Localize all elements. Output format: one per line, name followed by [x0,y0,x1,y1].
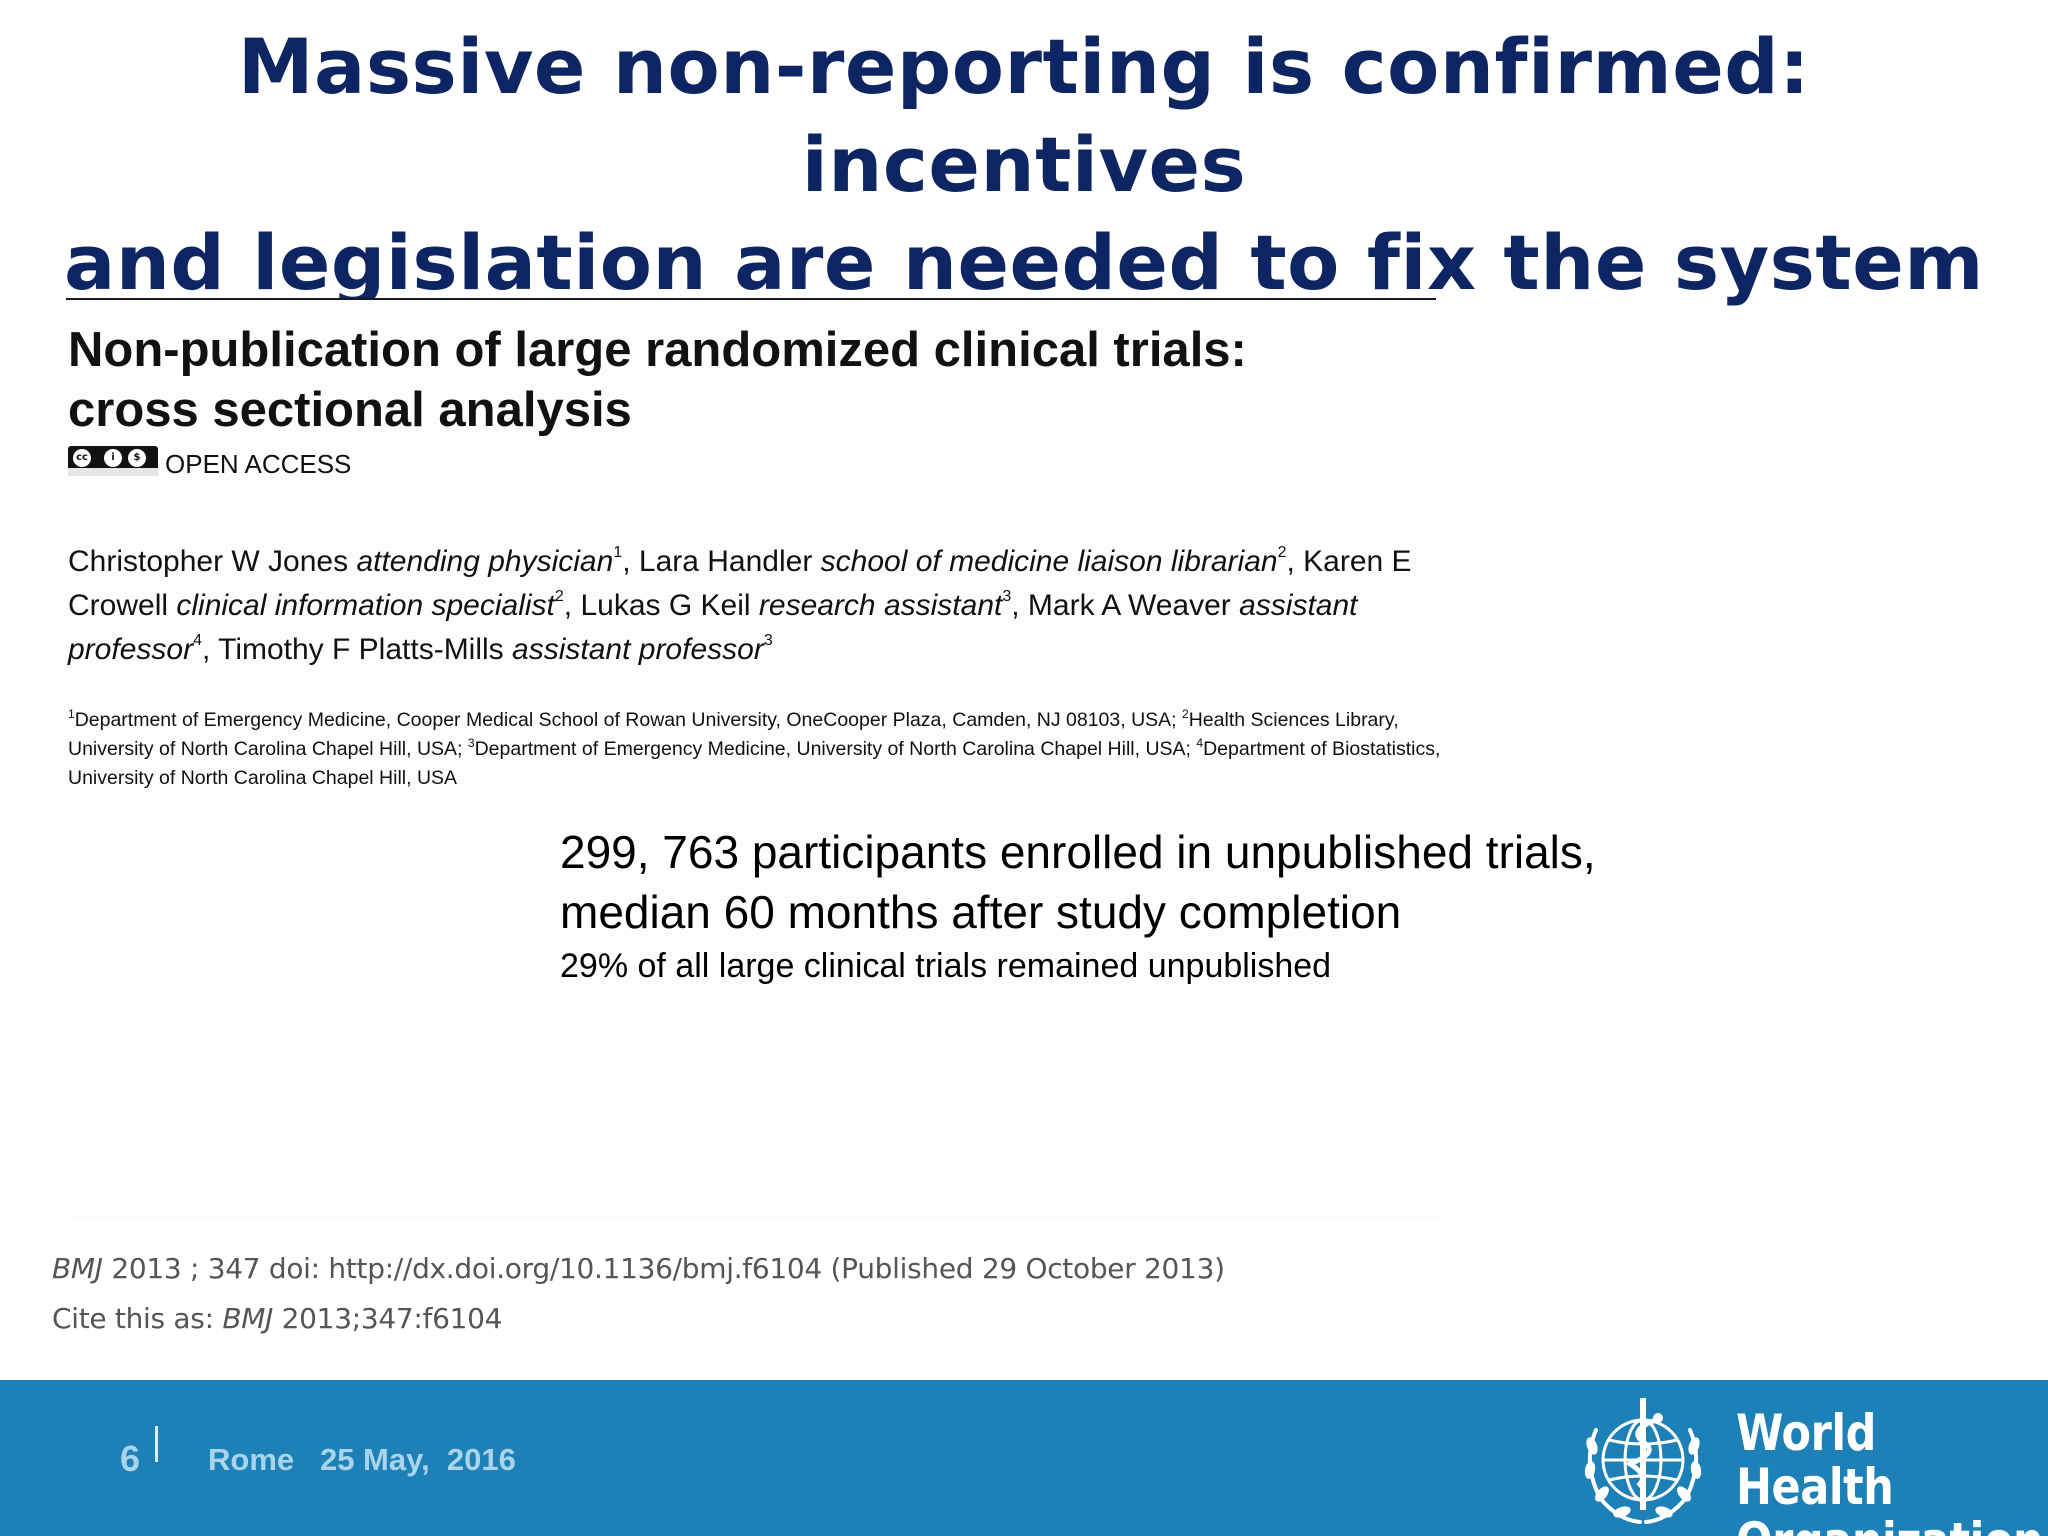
cite-as-reference: 2013;347:f6104 [273,1302,503,1335]
who-logotype: World Health Organization [1736,1404,2044,1536]
doi-text: 2013 ; 347 doi: http://dx.doi.org/10.113… [102,1252,1225,1285]
finding-unpublished-share: 29% of all large clinical trials remaine… [560,947,1332,985]
cite-as-prefix: Cite this as: [52,1302,223,1335]
finding-participants: 299, 763 participants enrolled in unpubl… [560,826,1596,878]
author-role: clinical information specialist [176,589,555,622]
author-affiliation-mark: 4 [193,632,202,649]
slide-title: Massive non-reporting is confirmed: ince… [40,18,2008,312]
affiliation-number: 2 [1182,707,1189,721]
author-role: assistant professor [68,589,1358,666]
author-role: research assistant [758,589,1003,622]
affiliation-number: 4 [1196,736,1204,750]
author-affiliation-mark: 3 [1002,588,1012,605]
author-name: Lukas G Keil [580,589,751,622]
key-findings: 299, 763 participants enrolled in unpubl… [560,822,1860,988]
license-strip [68,468,158,476]
author-role: attending physician [356,545,614,578]
author-name: Christopher W Jones [68,545,349,578]
author-name: Timothy F Platts-Mills [218,633,504,666]
author-role: assistant professor [512,633,764,666]
cc-icon: cc [73,449,91,467]
creative-commons-badge: cc i $ [68,446,158,476]
affiliation-text: Department of Emergency Medicine, Univer… [474,738,1191,760]
journal-name: BMJ [222,1302,274,1335]
author-list: Christopher W Jones attending physician1… [68,544,1412,667]
who-logotype-line-1: World Health [1736,1404,1894,1516]
cite-as-line: Cite this as: BMJ 2013;347:f6104 [52,1294,1225,1344]
author-affiliation-mark: 1 [613,544,623,561]
author-role: school of medicine liaison librarian [820,545,1278,578]
paper-title-line-1: Non-publication of large randomized clin… [68,323,1247,377]
author-name: Mark A Weaver [1027,589,1231,622]
paper-title: Non-publication of large randomized clin… [68,320,1438,440]
paper-excerpt: Non-publication of large randomized clin… [66,298,1440,1220]
who-emblem-icon [1584,1398,1702,1524]
by-icon: i [104,449,122,467]
affiliation-number: 1 [68,707,75,721]
page-number-separator [155,1426,158,1462]
author-affiliation-mark: 3 [763,632,773,649]
affiliation-list: 1Department of Emergency Medicine, Coope… [68,706,1448,793]
affiliation-text: Department of Biostatistics, University … [68,738,1441,789]
citation-doi-line: BMJ 2013 ; 347 doi: http://dx.doi.org/10… [52,1244,1225,1294]
author-affiliation-mark: 2 [554,588,564,605]
nc-icon: $ [128,449,146,467]
slide-title-line-1: Massive non-reporting is confirmed: ince… [237,22,1811,209]
author-name: Karen E Crowell [68,545,1412,622]
affiliation-text: Health Sciences Library, University of N… [68,709,1399,760]
who-logotype-line-2: Organization [1736,1514,2044,1536]
footer-bar: 6 Rome 25 May, 2016 [0,1380,2048,1536]
affiliation-text: Department of Emergency Medicine, Cooper… [74,709,1177,731]
journal-name: BMJ [52,1252,103,1285]
affiliation-number: 3 [467,736,475,750]
divider [66,298,1436,300]
author-affiliation-mark: 2 [1277,544,1287,561]
citation: BMJ 2013 ; 347 doi: http://dx.doi.org/10… [52,1244,1225,1344]
paper-title-line-2: cross sectional analysis [68,383,632,437]
slide-title-line-2: and legislation are needed to fix the sy… [64,218,1984,307]
page-number: 6 [120,1438,141,1479]
author-name: Lara Handler [638,545,813,578]
footer-location-date: Rome 25 May, 2016 [208,1442,516,1477]
open-access-label: OPEN ACCESS [165,449,352,479]
finding-median-months: median 60 months after study completion [560,886,1402,938]
